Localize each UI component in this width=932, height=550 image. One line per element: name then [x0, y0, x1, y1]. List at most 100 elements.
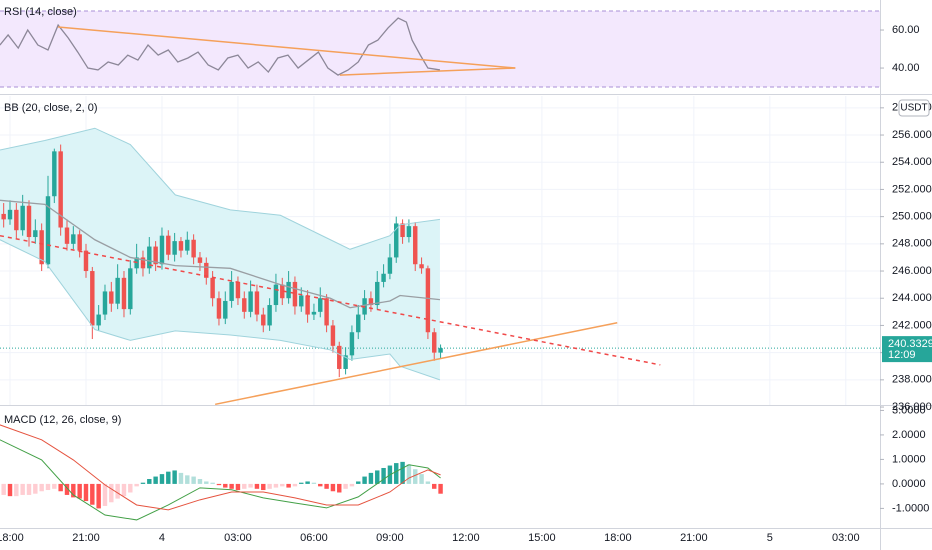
candle-body — [432, 332, 437, 353]
candle-body — [419, 264, 424, 269]
candle-body — [197, 257, 203, 263]
x-tick-label: 03:00 — [832, 532, 860, 544]
macd-histogram-bar — [406, 464, 412, 484]
candle-body — [438, 348, 443, 353]
candle-body — [71, 234, 76, 244]
x-tick-label: 21:00 — [72, 532, 100, 544]
macd-histogram-bar — [356, 481, 361, 484]
bb-basis — [0, 199, 441, 309]
candle-body — [356, 314, 361, 333]
rsi-pane — [0, 10, 880, 88]
macd-histogram-bar — [216, 483, 222, 486]
candle-body — [311, 311, 317, 315]
candle-body — [248, 291, 253, 312]
candle-body — [375, 281, 380, 306]
macd-histogram-bar — [337, 483, 342, 493]
candle-body — [394, 223, 399, 258]
y-tick-label: 238.0000 — [892, 374, 932, 386]
macd-histogram-bar — [330, 483, 336, 492]
macd-histogram-bar — [185, 475, 190, 484]
macd-histogram-bar — [400, 461, 405, 484]
candle-body — [242, 298, 247, 312]
macd-line — [0, 439, 441, 521]
x-tick-label: 4 — [159, 532, 165, 544]
macd-histogram-bar — [77, 483, 82, 499]
y-tick-label: 3.0000 — [892, 404, 926, 416]
bb-fill — [0, 128, 440, 380]
candle-body — [102, 291, 108, 315]
macd-histogram-bar — [343, 483, 348, 489]
candle-body — [261, 314, 266, 326]
candle-body — [39, 230, 44, 265]
candle-body — [413, 226, 418, 265]
x-tick-label: 09:00 — [376, 532, 404, 544]
macd-histogram-bar — [261, 483, 266, 491]
bb-lower — [0, 239, 441, 381]
candle-body — [140, 257, 146, 269]
macd-histogram-bar — [349, 483, 355, 487]
y-tick-label: 244.0000 — [892, 292, 932, 304]
macd-histogram-bar — [425, 481, 431, 484]
macd-histogram-bar — [375, 470, 380, 484]
y-tick-label: 248.0000 — [892, 238, 932, 250]
y-tick-label: 250.0000 — [892, 211, 932, 223]
macd-histogram-bar — [273, 483, 279, 488]
candle-body — [381, 273, 386, 282]
candle-body — [318, 298, 323, 312]
y-tick-label: 254.0000 — [892, 156, 932, 168]
macd-histogram-bar — [394, 463, 399, 484]
macd-histogram-bar — [71, 483, 76, 498]
candle-body — [292, 281, 298, 307]
macd-histogram-bar — [204, 481, 209, 484]
macd-histogram-bar — [14, 483, 19, 497]
candle-body — [90, 271, 95, 326]
macd-histogram-bar — [197, 479, 203, 484]
candle-body — [115, 277, 120, 304]
countdown-label: 12:09 — [888, 349, 916, 361]
trend-line — [215, 321, 618, 405]
macd-histogram-bar — [280, 483, 285, 487]
candle-body — [191, 239, 196, 258]
macd-histogram-bar — [381, 467, 386, 484]
macd-histogram-bar — [368, 472, 374, 484]
macd-histogram-bar — [235, 483, 241, 491]
candle-body — [210, 277, 215, 299]
macd-histogram-bar — [58, 483, 63, 492]
candle-body — [400, 223, 405, 238]
macd-histogram-bar — [210, 482, 215, 484]
y-tick-label: 236.0000 — [892, 401, 932, 413]
macd-histogram-bar — [26, 483, 32, 495]
candle-body — [7, 209, 13, 220]
x-tick-label: 15:00 — [528, 532, 556, 544]
candle-body — [153, 246, 158, 265]
candle-body — [406, 226, 412, 238]
candle-body — [267, 305, 272, 326]
candle-body — [172, 241, 177, 255]
candle-body — [128, 268, 133, 310]
macd-histogram-bar — [432, 483, 437, 489]
rsi-line — [0, 17, 441, 76]
macd-histogram-bar — [305, 481, 310, 484]
macd-histogram-bar — [96, 483, 101, 509]
macd-histogram-bar — [242, 483, 247, 489]
macd-histogram-bar — [109, 483, 114, 503]
macd-histogram-bar — [172, 470, 177, 484]
currency-label: USDT — [900, 103, 927, 114]
y-tick-label: -1.0000 — [892, 502, 929, 514]
macd-histogram-bar — [191, 476, 196, 484]
candle-body — [96, 314, 101, 326]
macd-histogram-bar — [128, 483, 133, 493]
macd-histogram-bar — [166, 471, 171, 484]
macd-pane — [0, 424, 443, 521]
last-price-label: 240.3329 — [888, 338, 932, 350]
x-tick-label: 5 — [767, 532, 773, 544]
candle-body — [349, 332, 355, 356]
macd-title: MACD (12, 26, close, 9) — [4, 414, 121, 426]
macd-histogram-bar — [121, 483, 127, 497]
y-tick-label: 60.00 — [892, 24, 920, 36]
candle-body — [121, 277, 127, 310]
candle-body — [159, 235, 165, 265]
candle-body — [185, 239, 190, 251]
candle-body — [204, 262, 209, 278]
